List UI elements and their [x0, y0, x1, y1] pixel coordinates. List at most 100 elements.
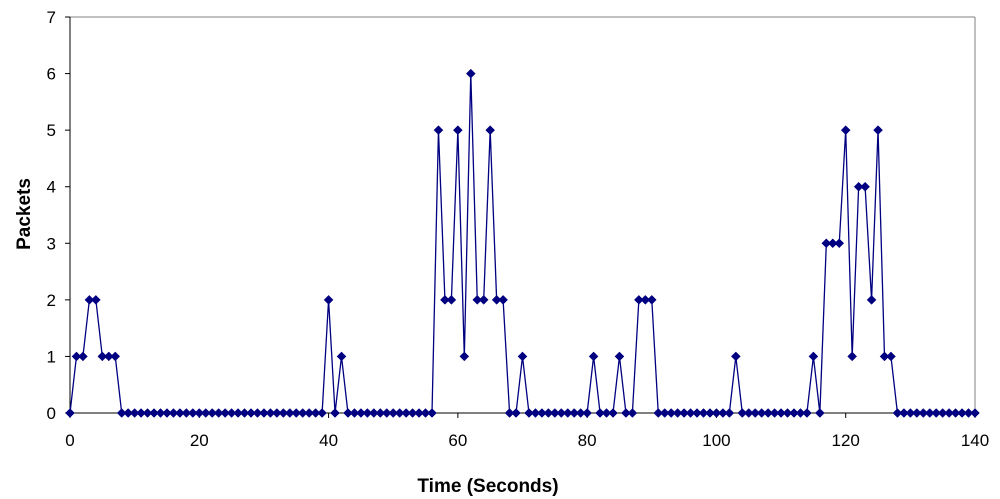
data-point-marker	[679, 408, 689, 418]
data-point-marker	[950, 408, 961, 418]
data-point-marker	[284, 408, 295, 418]
data-point-marker	[291, 408, 302, 418]
y-tick-label: 4	[47, 178, 56, 197]
x-tick-label: 100	[702, 431, 730, 450]
data-point-marker	[905, 408, 916, 418]
data-point-marker	[698, 408, 709, 418]
data-point-marker	[549, 408, 560, 418]
data-point-marker	[931, 408, 942, 418]
data-point-marker	[873, 125, 883, 135]
data-point-marker	[356, 408, 366, 418]
data-point-marker	[427, 408, 437, 418]
data-point-marker	[401, 408, 411, 418]
data-point-marker	[659, 408, 670, 418]
data-point-marker	[472, 295, 483, 305]
data-point-marker	[162, 408, 172, 418]
data-point-marker	[957, 408, 967, 418]
data-point-marker	[672, 408, 683, 418]
data-point-marker	[575, 408, 586, 418]
data-point-marker	[608, 408, 618, 418]
x-axis-title: Time (Seconds)	[417, 476, 558, 497]
data-point-marker	[911, 408, 922, 418]
data-point-marker	[569, 408, 580, 418]
data-point-marker	[769, 408, 780, 418]
data-point-marker	[84, 295, 95, 305]
data-point-marker	[453, 125, 463, 135]
y-tick-label: 3	[47, 234, 56, 253]
data-point-marker	[776, 408, 786, 418]
data-point-marker	[485, 125, 496, 135]
data-point-marker	[362, 408, 373, 418]
series-layer	[65, 68, 980, 418]
x-tick-label: 0	[65, 431, 74, 450]
axes: 0 1 2 3 4 5 6 7 0 20 40 60 80 100 120 140	[47, 8, 990, 450]
data-point-marker	[394, 408, 405, 418]
data-point-marker	[381, 408, 392, 418]
data-point-marker	[886, 351, 896, 362]
x-tick-label: 80	[578, 431, 597, 450]
data-point-marker	[498, 295, 508, 305]
data-point-marker	[821, 238, 832, 249]
x-tick-label: 140	[961, 431, 989, 450]
data-point-marker	[601, 408, 612, 418]
data-point-marker	[718, 408, 728, 418]
data-point-marker	[142, 408, 153, 418]
data-point-marker	[646, 295, 657, 305]
data-point-marker	[763, 408, 773, 418]
data-point-marker	[511, 408, 521, 418]
data-point-marker	[226, 408, 237, 418]
data-point-marker	[129, 408, 140, 418]
data-point-marker	[220, 408, 230, 418]
y-tick-label: 6	[47, 65, 56, 84]
data-point-marker	[65, 408, 75, 418]
data-point-marker	[944, 408, 954, 418]
data-point-marker	[537, 408, 547, 418]
data-point-marker	[336, 351, 347, 362]
data-point-marker	[840, 125, 851, 135]
data-point-marker	[446, 295, 457, 305]
data-point-marker	[71, 351, 82, 362]
data-point-marker	[414, 408, 424, 418]
data-point-marker	[782, 408, 793, 418]
data-point-marker	[860, 181, 870, 192]
data-point-marker	[847, 351, 858, 362]
data-point-marker	[562, 408, 573, 418]
data-point-marker	[743, 408, 754, 418]
data-point-marker	[155, 408, 166, 418]
data-point-marker	[963, 408, 974, 418]
data-point-marker	[737, 408, 748, 418]
data-point-marker	[795, 408, 806, 418]
data-point-marker	[246, 408, 256, 418]
data-point-marker	[614, 351, 625, 362]
data-point-marker	[200, 408, 211, 418]
x-tick-label: 60	[448, 431, 467, 450]
data-point-marker	[317, 408, 327, 418]
data-point-marker	[634, 295, 644, 305]
data-point-marker	[504, 408, 515, 418]
data-point-marker	[272, 408, 282, 418]
data-point-marker	[892, 408, 903, 418]
data-point-marker	[802, 408, 812, 418]
data-point-marker	[440, 295, 450, 305]
data-point-marker	[323, 295, 334, 305]
data-point-marker	[123, 408, 134, 418]
data-point-marker	[692, 408, 702, 418]
data-point-marker	[149, 408, 159, 418]
data-point-marker	[808, 351, 819, 362]
data-point-marker	[116, 408, 127, 418]
data-point-marker	[330, 408, 340, 418]
data-point-marker	[433, 125, 444, 135]
data-point-marker	[252, 408, 263, 418]
data-point-marker	[349, 408, 360, 418]
data-point-marker	[711, 408, 722, 418]
data-point-marker	[853, 181, 864, 192]
data-point-marker	[181, 408, 192, 418]
data-point-marker	[478, 295, 489, 305]
y-axis-title: Packets	[14, 178, 35, 250]
data-point-marker	[789, 408, 799, 418]
data-point-marker	[653, 408, 664, 418]
data-point-marker	[304, 408, 315, 418]
data-point-marker	[666, 408, 677, 418]
data-point-marker	[239, 408, 250, 418]
